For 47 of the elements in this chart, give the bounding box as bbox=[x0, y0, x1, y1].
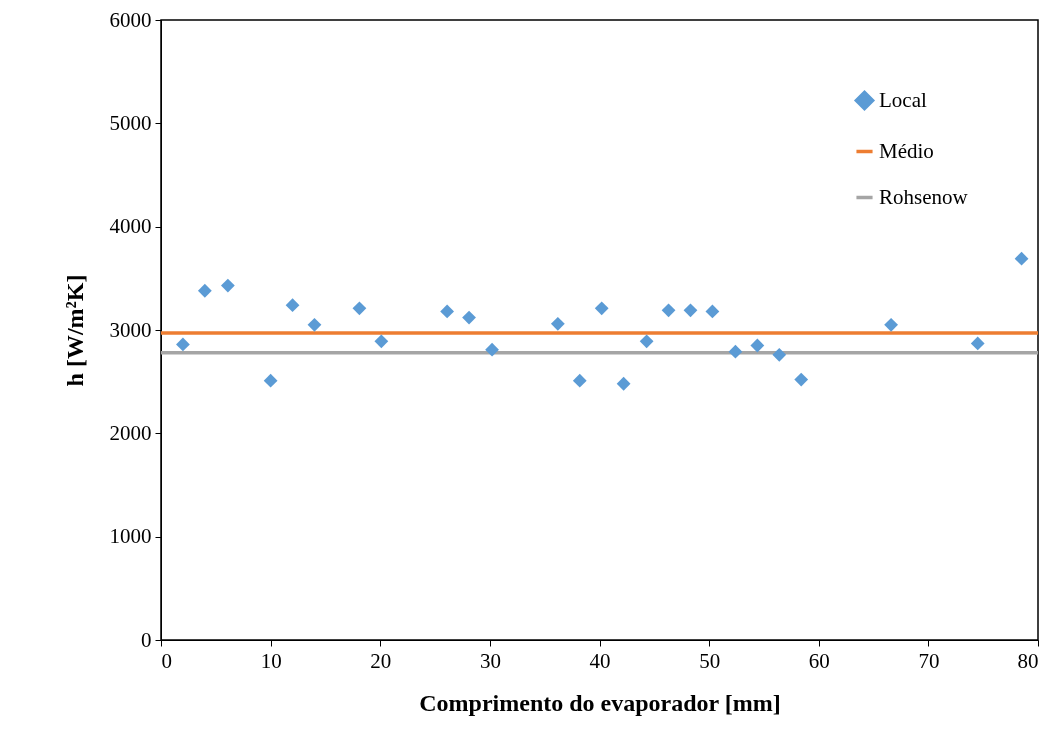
point bbox=[616, 376, 631, 391]
y-axis-title: h [W/m²K] bbox=[61, 274, 88, 387]
legend-label: Médio bbox=[879, 138, 934, 163]
point bbox=[661, 303, 676, 318]
point bbox=[728, 344, 743, 359]
legend-label: Local bbox=[879, 87, 927, 112]
x-tick-label: 10 bbox=[260, 648, 282, 673]
point bbox=[550, 316, 565, 331]
point bbox=[1014, 251, 1029, 266]
x-tick-label: 50 bbox=[699, 648, 721, 673]
y-tick-label: 0 bbox=[141, 627, 152, 652]
point bbox=[462, 310, 476, 325]
point bbox=[884, 317, 898, 332]
point bbox=[263, 373, 278, 388]
point bbox=[285, 298, 300, 313]
x-tick-label: 70 bbox=[918, 648, 940, 673]
point bbox=[772, 347, 787, 362]
point bbox=[594, 301, 609, 316]
point bbox=[485, 342, 499, 357]
point bbox=[352, 301, 367, 316]
point bbox=[176, 337, 190, 352]
y-tick-label: 2000 bbox=[109, 420, 152, 445]
y-tick-label: 3000 bbox=[109, 317, 152, 342]
x-tick-label: 60 bbox=[808, 648, 830, 673]
x-tick-label: 80 bbox=[1017, 648, 1039, 673]
point bbox=[970, 336, 985, 351]
point bbox=[440, 304, 455, 319]
x-tick-label: 40 bbox=[589, 648, 611, 673]
y-tick-label: 5000 bbox=[109, 110, 152, 135]
point bbox=[683, 303, 698, 318]
point bbox=[307, 317, 322, 332]
y-tick-label: 4000 bbox=[109, 214, 152, 239]
point bbox=[220, 278, 235, 293]
x-tick-label: 30 bbox=[479, 648, 501, 673]
point bbox=[639, 334, 654, 349]
x-tick-label: 20 bbox=[370, 648, 392, 673]
point bbox=[794, 372, 809, 387]
point bbox=[572, 373, 587, 388]
point bbox=[374, 334, 389, 349]
point bbox=[197, 283, 212, 298]
y-tick-label: 1000 bbox=[109, 524, 152, 549]
legend-label: Rohsenow bbox=[879, 184, 969, 209]
point bbox=[750, 338, 765, 353]
x-tick-label: 0 bbox=[161, 648, 172, 673]
y-tick-label: 6000 bbox=[109, 7, 152, 32]
x-axis-title: Comprimento do evaporador [mm] bbox=[419, 689, 781, 716]
point bbox=[705, 304, 720, 319]
